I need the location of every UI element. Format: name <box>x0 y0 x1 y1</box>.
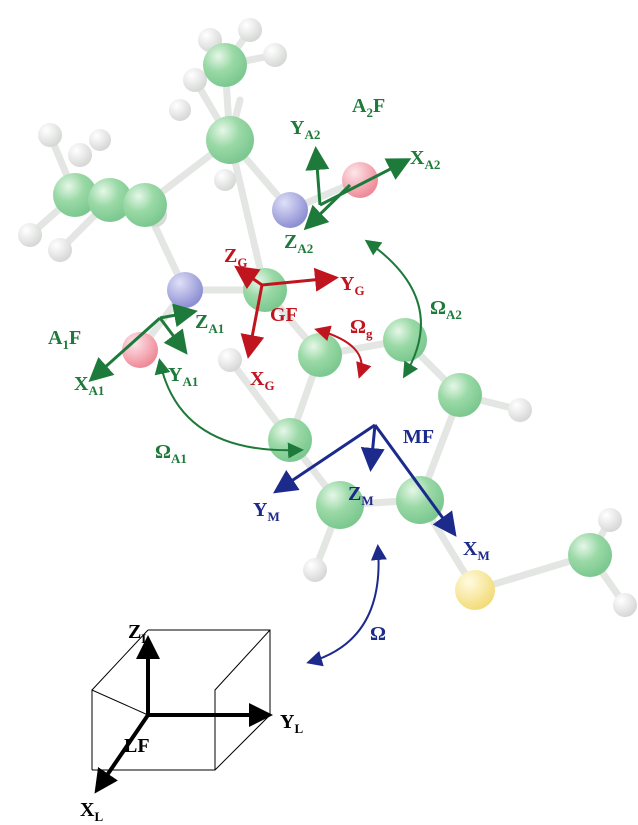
label: MF <box>403 426 434 448</box>
label: GF <box>270 304 298 326</box>
label: Ωg <box>350 316 373 341</box>
label: LF <box>124 735 150 757</box>
label: Ω <box>370 623 386 645</box>
label: YA2 <box>290 117 320 142</box>
label: XA1 <box>74 373 104 398</box>
label: YL <box>280 711 303 736</box>
label: ZA2 <box>284 231 313 256</box>
label: YM <box>253 499 280 524</box>
label: ZG <box>224 245 247 270</box>
frame-arrows <box>92 152 453 787</box>
label: ZM <box>348 483 374 508</box>
label: YA1 <box>168 364 198 389</box>
label: XL <box>80 799 103 824</box>
label: ΩA2 <box>430 297 462 322</box>
atoms <box>18 18 637 617</box>
label: A1F <box>48 327 81 352</box>
reference-frames-diagram: A2F YA2 XA2 ZA2 ZG YG GF Ωg ΩA2 A1F ZA1 … <box>0 0 638 825</box>
label: XM <box>463 538 490 563</box>
label: ZL <box>128 621 150 646</box>
label: A2F <box>352 95 385 120</box>
label: ZA1 <box>195 311 224 336</box>
label: XG <box>250 368 275 393</box>
label: XA2 <box>410 147 440 172</box>
label: YG <box>340 273 365 298</box>
label: ΩA1 <box>155 441 187 466</box>
